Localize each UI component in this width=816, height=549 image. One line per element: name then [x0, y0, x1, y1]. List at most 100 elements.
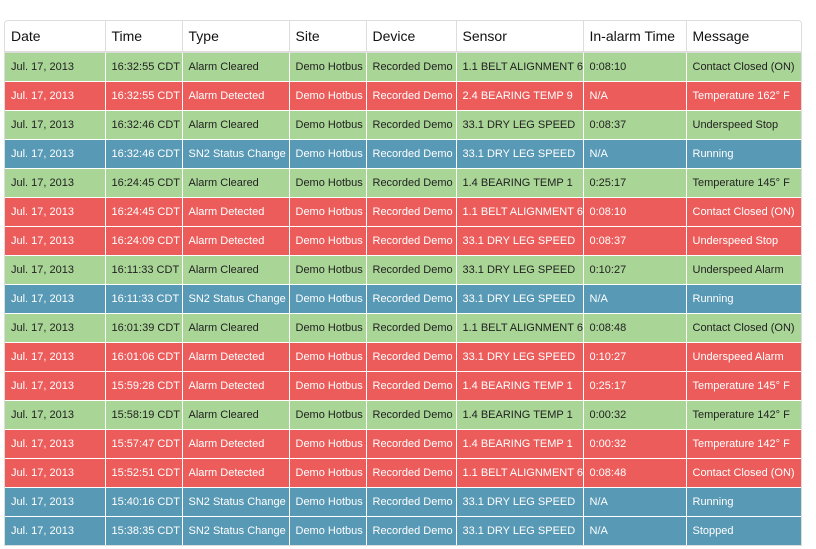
cell-date: Jul. 17, 2013 — [5, 313, 106, 343]
cell-message: Running — [686, 487, 801, 517]
cell-type: SN2 Status Change — [182, 139, 290, 169]
cell-sensor: 1.4 BEARING TEMP 1 — [456, 400, 584, 430]
table-row[interactable]: Jul. 17, 2013 16:32:46 CDT Alarm Cleared De… — [5, 110, 801, 140]
cell-time: 16:32:46 CDT — [105, 110, 183, 140]
cell-device: Recorded Demo — [366, 458, 457, 488]
cell-time: 15:52:51 CDT — [105, 458, 183, 488]
cell-date: Jul. 17, 2013 — [5, 371, 106, 401]
cell-date: Jul. 17, 2013 — [5, 168, 106, 198]
table-row[interactable]: Jul. 17, 2013 16:32:46 CDT SN2 Status Chan… — [5, 139, 801, 169]
cell-device: Recorded Demo — [366, 487, 457, 517]
cell-type: Alarm Cleared — [182, 255, 290, 285]
cell-message: Underspeed Stop — [686, 110, 801, 140]
table-body: Jul. 17, 2013 16:32:55 CDT Alarm Cleared De… — [5, 51, 801, 545]
cell-message: Temperature 142° F — [686, 429, 801, 459]
column-header-site[interactable]: Site — [289, 21, 367, 53]
cell-sensor: 1.1 BELT ALIGNMENT 6 — [456, 313, 584, 343]
table-row[interactable]: Jul. 17, 2013 16:01:39 CDT Alarm Cleared De… — [5, 313, 801, 343]
cell-time: 15:59:28 CDT — [105, 371, 183, 401]
cell-sensor: 1.1 BELT ALIGNMENT 6 — [456, 51, 584, 82]
cell-type: Alarm Detected — [182, 458, 290, 488]
cell-message: Temperature 142° F — [686, 400, 801, 430]
cell-time: 16:32:55 CDT — [105, 81, 183, 111]
table-row[interactable]: Jul. 17, 2013 16:24:09 CDT Alarm Detected D… — [5, 226, 801, 256]
cell-in-alarm-time: 0:10:27 — [583, 342, 687, 372]
cell-site: Demo Hotbus — [289, 226, 367, 256]
column-header-device[interactable]: Device — [366, 21, 457, 53]
cell-message: Running — [686, 284, 801, 314]
cell-message: Contact Closed (ON) — [686, 313, 801, 343]
cell-type: SN2 Status Change — [182, 284, 290, 314]
cell-date: Jul. 17, 2013 — [5, 458, 106, 488]
cell-sensor: 33.1 DRY LEG SPEED — [456, 139, 584, 169]
cell-in-alarm-time: 0:25:17 — [583, 168, 687, 198]
cell-message: Running — [686, 139, 801, 169]
cell-device: Recorded Demo — [366, 255, 457, 285]
table-row[interactable]: Jul. 17, 2013 16:01:06 CDT Alarm Detected D… — [5, 342, 801, 372]
table-row[interactable]: Jul. 17, 2013 15:57:47 CDT Alarm Detected D… — [5, 429, 801, 459]
cell-sensor: 33.1 DRY LEG SPEED — [456, 110, 584, 140]
cell-message: Temperature 162° F — [686, 81, 801, 111]
cell-time: 16:32:46 CDT — [105, 139, 183, 169]
cell-time: 15:38:35 CDT — [105, 516, 183, 545]
cell-date: Jul. 17, 2013 — [5, 429, 106, 459]
table-row[interactable]: Jul. 17, 2013 16:24:45 CDT Alarm Cleared De… — [5, 168, 801, 198]
cell-device: Recorded Demo — [366, 110, 457, 140]
column-header-time[interactable]: Time — [105, 21, 183, 53]
cell-time: 16:32:55 CDT — [105, 51, 183, 82]
cell-in-alarm-time: N/A — [583, 81, 687, 111]
cell-message: Underspeed Stop — [686, 226, 801, 256]
cell-sensor: 1.4 BEARING TEMP 1 — [456, 429, 584, 459]
cell-site: Demo Hotbus — [289, 284, 367, 314]
table-row[interactable]: Jul. 17, 2013 15:52:51 CDT Alarm Detected D… — [5, 458, 801, 488]
cell-in-alarm-time: 0:08:48 — [583, 313, 687, 343]
cell-type: Alarm Detected — [182, 371, 290, 401]
cell-time: 15:40:16 CDT — [105, 487, 183, 517]
cell-site: Demo Hotbus — [289, 429, 367, 459]
cell-site: Demo Hotbus — [289, 371, 367, 401]
cell-device: Recorded Demo — [366, 139, 457, 169]
cell-site: Demo Hotbus — [289, 168, 367, 198]
cell-site: Demo Hotbus — [289, 487, 367, 517]
table-row[interactable]: Jul. 17, 2013 16:11:33 CDT Alarm Cleared De… — [5, 255, 801, 285]
table-row[interactable]: Jul. 17, 2013 16:24:45 CDT Alarm Detected D… — [5, 197, 801, 227]
cell-date: Jul. 17, 2013 — [5, 516, 106, 545]
cell-sensor: 33.1 DRY LEG SPEED — [456, 516, 584, 545]
cell-in-alarm-time: N/A — [583, 139, 687, 169]
cell-date: Jul. 17, 2013 — [5, 487, 106, 517]
cell-device: Recorded Demo — [366, 371, 457, 401]
column-header-in-alarm-time[interactable]: In-alarm Time — [583, 21, 687, 53]
table-row[interactable]: Jul. 17, 2013 16:11:33 CDT SN2 Status Chan… — [5, 284, 801, 314]
table-row[interactable]: Jul. 17, 2013 15:59:28 CDT Alarm Detected D… — [5, 371, 801, 401]
cell-device: Recorded Demo — [366, 400, 457, 430]
column-header-type[interactable]: Type — [182, 21, 290, 53]
cell-in-alarm-time: 0:08:37 — [583, 110, 687, 140]
cell-type: Alarm Cleared — [182, 110, 290, 140]
cell-message: Temperature 145° F — [686, 168, 801, 198]
table-row[interactable]: Jul. 17, 2013 15:40:16 CDT SN2 Status Chan… — [5, 487, 801, 517]
cell-site: Demo Hotbus — [289, 255, 367, 285]
cell-device: Recorded Demo — [366, 284, 457, 314]
cell-in-alarm-time: 0:08:48 — [583, 458, 687, 488]
column-header-sensor[interactable]: Sensor — [456, 21, 584, 53]
cell-in-alarm-time: 0:25:17 — [583, 371, 687, 401]
cell-site: Demo Hotbus — [289, 139, 367, 169]
cell-type: Alarm Detected — [182, 197, 290, 227]
cell-site: Demo Hotbus — [289, 197, 367, 227]
column-header-message[interactable]: Message — [686, 21, 801, 53]
cell-time: 16:01:39 CDT — [105, 313, 183, 343]
cell-message: Underspeed Alarm — [686, 255, 801, 285]
cell-message: Contact Closed (ON) — [686, 458, 801, 488]
cell-time: 15:58:19 CDT — [105, 400, 183, 430]
cell-in-alarm-time: N/A — [583, 284, 687, 314]
table-row[interactable]: Jul. 17, 2013 15:58:19 CDT Alarm Cleared De… — [5, 400, 801, 430]
cell-date: Jul. 17, 2013 — [5, 342, 106, 372]
cell-device: Recorded Demo — [366, 226, 457, 256]
table-row[interactable]: Jul. 17, 2013 16:32:55 CDT Alarm Detected D… — [5, 81, 801, 111]
cell-time: 15:57:47 CDT — [105, 429, 183, 459]
table-row[interactable]: Jul. 17, 2013 15:38:35 CDT SN2 Status Chan… — [5, 516, 801, 545]
table-row[interactable]: Jul. 17, 2013 16:32:55 CDT Alarm Cleared De… — [5, 51, 801, 82]
cell-date: Jul. 17, 2013 — [5, 139, 106, 169]
cell-site: Demo Hotbus — [289, 342, 367, 372]
column-header-date[interactable]: Date — [5, 21, 106, 53]
